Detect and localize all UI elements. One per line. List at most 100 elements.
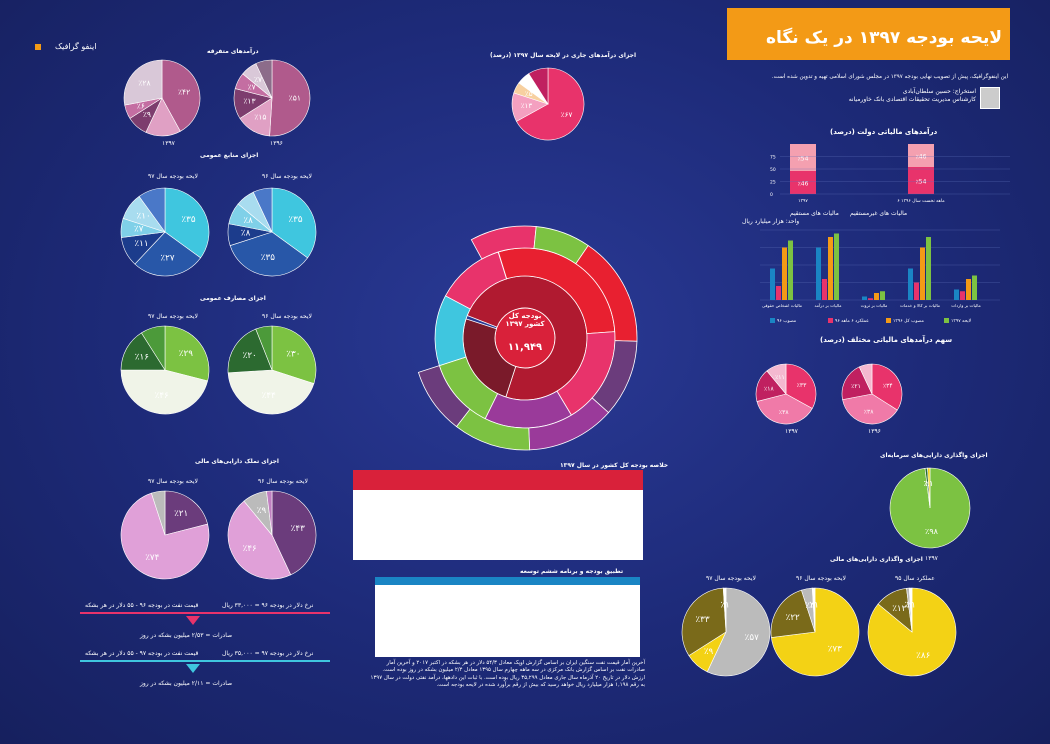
legend-label: ۹۶ مصوب	[777, 319, 797, 324]
budget-label: لایحه بودجه سال ۹۷	[148, 478, 198, 485]
pie-label: ٪۲۰	[243, 351, 257, 361]
pie-label: ٪۱	[923, 479, 932, 488]
pie-label: ٪۴۶	[243, 544, 257, 554]
oil-line-1	[80, 612, 330, 614]
section-summary: خلاصه بودجه کل کشور در سال ۱۳۹۷	[560, 462, 669, 469]
pie-label: ٪۱۸	[764, 385, 774, 392]
year-label: ۱۳۹۷	[925, 555, 938, 562]
bar	[788, 240, 793, 300]
pie-label: ٪۱	[925, 479, 934, 488]
legend-swatch	[828, 318, 833, 323]
pie-slice	[269, 59, 311, 137]
pie-label: ٪۳۰	[286, 349, 300, 359]
pie-label: ٪۴	[805, 601, 815, 611]
pie-slice	[164, 187, 210, 259]
pie-label: ٪۹	[143, 110, 151, 119]
pie-slice	[227, 500, 292, 580]
bar	[908, 167, 934, 194]
bar	[908, 144, 934, 167]
dev-table-header	[375, 577, 640, 585]
arrow-down-icon	[186, 664, 200, 673]
tick-label: 0	[770, 192, 773, 198]
pie-label: ٪۳۸	[864, 409, 874, 416]
legend-label: عملکرد ۶ ماهه ۹۶	[835, 318, 869, 324]
arrow-down-icon	[186, 616, 200, 625]
pie-label: ٪۲۱	[851, 383, 861, 390]
bar	[914, 282, 919, 300]
footnote: آخرین آمار قیمت نفت سنگین ایران بر اساس …	[370, 660, 645, 688]
pie-slice	[706, 587, 771, 677]
year-label: ۱۳۹۶	[270, 140, 283, 147]
bar	[960, 291, 965, 300]
pie-slice	[255, 325, 273, 371]
pie-slice	[255, 59, 273, 99]
pie-slice	[164, 490, 208, 536]
pie-label: ٪۵۷	[745, 633, 759, 643]
budget-label: لایحه بودجه سال ۹۷	[148, 313, 198, 320]
year-label: ۱۳۹۷	[785, 428, 798, 435]
author: استخراج: حسین سلطان‌آبادی	[902, 88, 976, 95]
tick-label: 50	[770, 167, 776, 173]
pie-label: ٪۳۳	[797, 382, 807, 389]
pie-label: ٪۹	[257, 506, 267, 516]
dollar-rate-96: نرخ دلار در بودجه ۹۶ = ۳۳,۰۰۰ ریال	[222, 602, 314, 609]
bar	[828, 237, 833, 300]
export-96: صادرات = ۲/۵۳ میلیون بشکه در روز	[140, 632, 233, 639]
page-title: لایحه بودجه ۱۳۹۷ در یک نگاه	[765, 28, 1002, 48]
pie-slice	[722, 587, 727, 633]
oil-line-2	[80, 660, 330, 662]
category-label: مالیات بر واردات	[951, 303, 981, 308]
section-fin-assets: اجزای تملک دارایی‌های مالی	[195, 458, 279, 465]
pie-label: ٪۷۴	[145, 553, 159, 563]
pie-slice	[164, 325, 210, 382]
pie-label: ٪۴۶	[155, 391, 169, 401]
pie-label: ٪۱	[905, 601, 914, 611]
pie-slice	[811, 587, 816, 633]
pie-label: ٪۵	[525, 89, 533, 98]
author-avatar	[980, 87, 1000, 109]
pie-label: ٪۴۳	[291, 524, 305, 534]
budget-label: لایحه بودجه سال ۹۷	[706, 575, 756, 582]
section-tax-share: سهم درآمدهای مالیاتی مختلف (درصد)	[820, 336, 953, 344]
pie-label: ٪۱۲	[892, 604, 906, 614]
pie-label: ٪۹	[704, 647, 714, 657]
pie-slice	[858, 363, 873, 395]
pie-label: ٪۴۴	[262, 391, 276, 401]
pie-label: ٪۱	[809, 601, 818, 611]
pie-label: ٪۱۳	[243, 97, 255, 106]
pie-slice	[785, 363, 817, 409]
bar-label: ٪54	[798, 156, 809, 163]
pie-slice	[161, 59, 201, 132]
pie-label: ٪۴۲	[178, 87, 190, 96]
pie-label: ٪۱۶	[135, 352, 149, 362]
pie-label: ٪۱۵	[254, 113, 266, 122]
bar	[972, 275, 977, 300]
pie-label: ٪۳۸	[779, 409, 789, 416]
pie-slice	[120, 369, 208, 415]
pie-label: ٪۱۱	[775, 374, 785, 381]
center-value: ۱۱,۹۴۹	[507, 342, 543, 353]
title-banner	[727, 8, 1010, 60]
intro-text: این اینفوگرافیک، پیش از تصویب نهایی بودج…	[771, 74, 1008, 80]
pie-slice	[841, 366, 873, 400]
bar	[868, 298, 873, 300]
budget-label: لایحه بودجه سال ۹۶	[262, 313, 312, 320]
bar	[834, 233, 839, 300]
dollar-rate-97: نرخ دلار در بودجه ۹۷ = ۳۵,۰۰۰ ریال	[222, 650, 314, 657]
pie-label: ٪۸	[243, 216, 253, 226]
pie-label: ٪۷	[134, 225, 144, 235]
section-dev: تطبیق بودجه و برنامه ششم توسعه	[520, 568, 624, 575]
budget-label: لایحه بودجه سال ۹۷	[148, 173, 198, 180]
pie-slice	[227, 328, 273, 374]
budget-label: لایحه بودجه سال ۹۶	[258, 478, 308, 485]
section-gen-sources: اجزای منابع عمومی	[200, 152, 259, 159]
dev-table	[375, 577, 640, 657]
bar-label: ٪46	[916, 154, 927, 161]
bar	[822, 279, 827, 300]
sunburst-segment	[444, 251, 507, 310]
oil-price-96: قیمت نفت در بودجه ۹۶ - ۵۵ دلار در هر بشک…	[85, 602, 199, 609]
pie-slice	[229, 231, 309, 277]
section-fin-assets2: اجزای واگذاری دارایی‌های مالی	[830, 556, 923, 563]
bar	[920, 247, 925, 300]
